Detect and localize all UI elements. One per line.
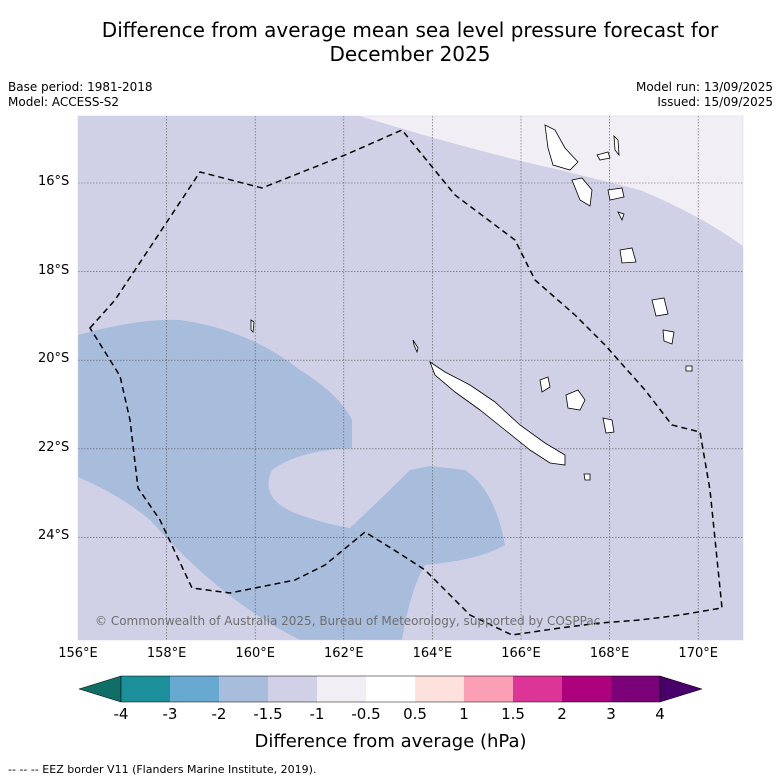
eez-legend-note: -- -- -- EEZ border V11 (Flanders Marine… <box>8 763 317 776</box>
colorbar-swatch <box>513 676 562 702</box>
lon-label: 156°E <box>58 646 98 661</box>
malakula-island <box>571 177 593 207</box>
colorbar-tick-label: -3 <box>162 705 178 723</box>
copyright-notice: © Commonwealth of Australia 2025, Bureau… <box>95 614 601 628</box>
lat-label: 18°S <box>38 262 70 278</box>
epi-island <box>617 211 625 222</box>
title-line-1: Difference from average mean sea level p… <box>101 18 719 42</box>
colorbar-tick-label: -2 <box>211 705 227 723</box>
colorbar-tick-label: 0.5 <box>403 705 427 723</box>
coastlines <box>250 124 693 481</box>
base-period: Base period: 1981-2018 <box>8 80 153 94</box>
colorbar-swatch <box>415 676 464 702</box>
title-line-2: December 2025 <box>329 42 491 66</box>
colorbar-swatch <box>219 676 268 702</box>
colorbar-tick-label: 3 <box>606 705 616 723</box>
ouvea-island <box>539 376 551 393</box>
espiritu-santo <box>544 124 579 171</box>
erromango-island <box>651 297 669 317</box>
lat-label: 22°S <box>38 439 70 455</box>
colorbar-tick-label: -4 <box>113 705 129 723</box>
anomaly-field-medium <box>78 319 505 640</box>
colorbar-min-extend <box>78 675 122 703</box>
lon-label: 164°E <box>412 646 453 661</box>
meta-right: Model run: 13/09/2025 Issued: 15/09/2025 <box>636 80 773 110</box>
efate-island <box>619 247 637 264</box>
mare-island <box>602 417 615 434</box>
model-name: Model: ACCESS-S2 <box>8 95 120 109</box>
colorbar-tick-label: 4 <box>655 705 665 723</box>
map-area <box>78 116 743 640</box>
new-caledonia-coast <box>429 360 566 466</box>
anomaly-field-light <box>360 116 743 246</box>
lon-label: 160°E <box>235 646 275 661</box>
colorbar-swatch <box>121 676 170 702</box>
colorbar-tick-label: 2 <box>557 705 567 723</box>
colorbar-tick-label: -1 <box>309 705 325 723</box>
maewo-island <box>596 151 611 161</box>
colorbar <box>78 675 703 703</box>
colorbar-swatch <box>268 676 317 702</box>
colorbar-swatch <box>562 676 611 702</box>
eez-border <box>89 129 723 636</box>
tanna-island <box>662 329 675 345</box>
lon-label: 170°E <box>678 646 718 661</box>
colorbar-tick-label: -1.5 <box>253 705 283 723</box>
lon-label: 158°E <box>146 646 187 661</box>
lon-label: 166°E <box>501 646 541 661</box>
colorbar-swatch <box>170 676 219 702</box>
colorbar-swatch <box>366 676 415 702</box>
colorbar-swatch <box>611 676 660 702</box>
belep-island <box>412 339 419 354</box>
colorbar-frame <box>120 675 661 703</box>
lifou-island <box>565 389 586 411</box>
colorbar-swatch <box>464 676 513 702</box>
issued-date: Issued: 15/09/2025 <box>657 95 773 109</box>
lat-label: 20°S <box>38 351 70 367</box>
gridlines <box>78 116 743 640</box>
colorbar-tick-label: 1.5 <box>501 705 525 723</box>
map-frame <box>77 115 744 641</box>
colorbar-swatch <box>317 676 366 702</box>
meta-left: Base period: 1981-2018 Model: ACCESS-S2 <box>8 80 153 110</box>
pentecost-island <box>613 134 620 157</box>
ambrym-island <box>607 187 625 201</box>
lat-label: 16°S <box>38 174 70 189</box>
colorbar-tick-label: -0.5 <box>351 705 381 723</box>
model-run: Model run: 13/09/2025 <box>635 80 773 94</box>
colorbar-tick-label: 1 <box>459 705 469 723</box>
anomaly-field-base-corner <box>78 477 300 640</box>
lat-label: 24°S <box>38 528 70 544</box>
lon-label: 162°E <box>324 646 364 661</box>
colorbar-title: Difference from average (hPa) <box>254 731 527 752</box>
map-title: Difference from average mean sea level p… <box>40 18 780 66</box>
colorbar-max-extend <box>659 675 703 703</box>
isle-of-pines <box>583 473 591 481</box>
aneityum-island <box>685 365 693 372</box>
lon-label: 168°E <box>589 646 630 661</box>
chesterfield-islet <box>250 319 255 333</box>
